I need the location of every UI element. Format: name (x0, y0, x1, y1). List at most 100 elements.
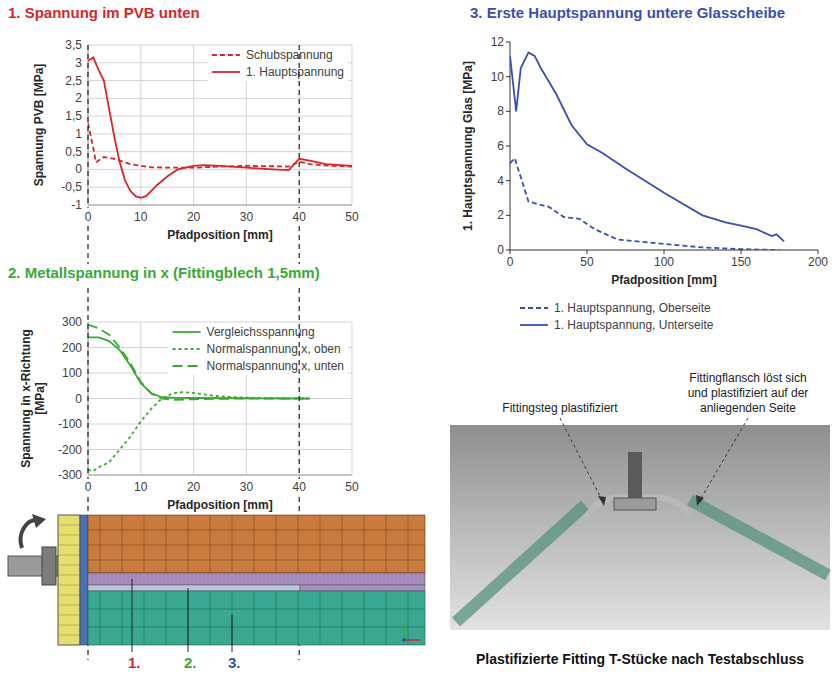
mesh-line (210, 515, 211, 573)
mesh-line (308, 573, 309, 585)
mesh-line (58, 525, 80, 526)
tick-mark (741, 250, 742, 254)
mesh-line (276, 573, 277, 585)
legend-label: Schubspannung (246, 48, 333, 62)
grid-line (140, 322, 141, 475)
legend-background (516, 299, 717, 334)
tick-label: 0 (497, 243, 504, 257)
mesh-line (108, 573, 109, 585)
tick-label: 30 (240, 210, 254, 224)
tick-mark (818, 250, 819, 254)
mesh-line (372, 573, 373, 585)
nut (614, 498, 656, 510)
mesh-line (122, 515, 123, 573)
x-axis-title: Pfadposition [mm] (611, 273, 716, 287)
mesh-line (248, 573, 249, 585)
mesh-line (156, 573, 157, 585)
tick-label: 10 (134, 210, 148, 224)
tick-mark (506, 215, 510, 216)
annotation: Fittingflansch löst sich (689, 371, 806, 385)
mesh-line (58, 545, 80, 546)
mesh-line (396, 573, 397, 585)
x-axis-title: Pfadposition [mm] (167, 228, 272, 242)
mesh-line (288, 573, 289, 585)
background (0, 0, 836, 674)
legend-label: Normalspannung x, oben (207, 342, 341, 356)
mesh-line (212, 573, 213, 585)
tick-label: 10 (491, 70, 505, 84)
mesh-line (188, 573, 189, 585)
reference-line (87, 45, 88, 208)
mesh-line (320, 591, 321, 645)
mesh-line (320, 515, 321, 573)
legend-background (208, 46, 348, 81)
grid-line (88, 205, 352, 206)
tick-label: 4 (497, 174, 504, 188)
mesh-line (260, 573, 261, 585)
x-axis-title: Pfadposition [mm] (167, 498, 272, 512)
tick-label: 0 (75, 392, 82, 406)
annotation: anliegenden Seite (700, 401, 796, 415)
mesh-line (100, 515, 101, 573)
tick-label: 2 (497, 208, 504, 222)
pvb-layer (88, 573, 425, 585)
mesh-line (166, 591, 167, 645)
series-line (510, 158, 780, 250)
grid-line (352, 45, 353, 205)
mesh-line (160, 573, 161, 585)
mesh-line (356, 573, 357, 585)
tick-label: 100 (654, 255, 674, 269)
mesh-line (172, 573, 173, 585)
mesh-line (316, 573, 317, 585)
mesh-line (116, 573, 117, 585)
glass-top (88, 515, 425, 573)
mesh-line (104, 573, 105, 585)
mesh-line (360, 573, 361, 585)
mesh-line (58, 585, 80, 586)
annotation: und plastifiziert auf der (688, 386, 809, 400)
mesh-line (296, 573, 297, 585)
mesh-line (144, 591, 145, 645)
mesh-line (328, 573, 329, 585)
legend: VergleichsspannungNormalspannung x, oben… (169, 323, 348, 375)
tick-label: 1,5 (65, 109, 82, 123)
tick-mark (587, 250, 588, 254)
mesh-line (388, 573, 389, 585)
mesh-line (254, 515, 255, 573)
tick-label: 2 (75, 91, 82, 105)
tick-label: 100 (62, 366, 82, 380)
tick-label: 0 (507, 255, 514, 269)
grid-line (88, 475, 352, 476)
grid-line (193, 45, 194, 205)
reference-line (87, 226, 88, 264)
mesh-line (252, 573, 253, 585)
annotation: Fittingsteg plastifiziert (502, 401, 618, 415)
mesh-line (122, 591, 123, 645)
tick-label: 30 (240, 480, 254, 494)
tick-label: 40 (293, 480, 307, 494)
mesh-line (224, 573, 225, 585)
tick-label: 12 (491, 35, 505, 49)
annotation-arrow (700, 418, 748, 500)
mesh-line (256, 573, 257, 585)
mesh-line (88, 530, 425, 531)
mesh-line (392, 573, 393, 585)
mesh-line (136, 573, 137, 585)
mesh-line (420, 573, 421, 585)
mesh-line (232, 515, 233, 573)
series-line (88, 392, 310, 471)
tick-label: 20 (187, 480, 201, 494)
legend: Schubspannung1. Hauptspannung (208, 46, 348, 81)
tick-label: 50 (345, 210, 359, 224)
mesh-line (276, 515, 277, 573)
mesh-line (88, 545, 425, 546)
bolt (628, 452, 642, 502)
annotation-arrow (560, 418, 602, 500)
mesh-line (300, 573, 301, 585)
mesh-line (204, 573, 205, 585)
mesh-line (254, 591, 255, 645)
mesh-line (192, 573, 193, 585)
chart-title: 1. Spannung im PVB unten (8, 4, 200, 21)
legend-background (169, 323, 348, 375)
mesh-line (208, 573, 209, 585)
